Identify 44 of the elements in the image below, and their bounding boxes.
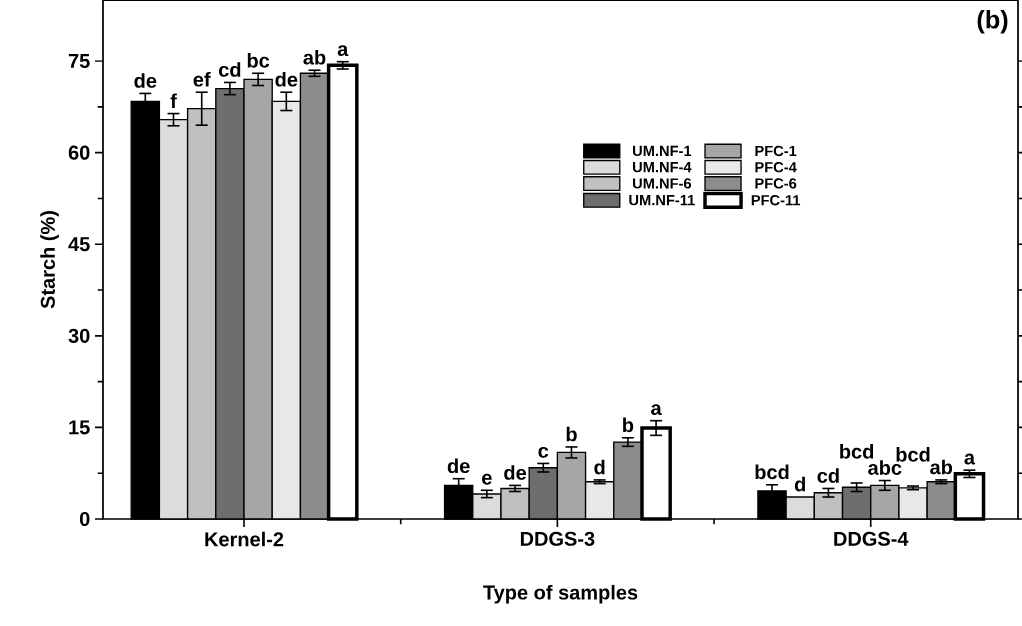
data-label: b xyxy=(566,426,577,442)
data-label: de xyxy=(134,73,157,88)
x-tick-label: DDGS-3 xyxy=(520,531,595,546)
data-label: a xyxy=(651,404,662,416)
y-tick-label: 30 xyxy=(68,328,90,343)
data-label: d xyxy=(794,476,806,492)
data-label: b xyxy=(623,417,634,433)
data-label: cd xyxy=(817,468,839,483)
data-label: a xyxy=(337,45,349,57)
y-tick-label: 15 xyxy=(69,420,90,435)
data-label: ef xyxy=(193,71,211,87)
y-tick-label: 60 xyxy=(68,145,90,160)
legend-label: UM.NF-4 xyxy=(633,162,692,173)
data-label: c xyxy=(538,446,549,458)
legend-label: UM.NF-6 xyxy=(633,178,692,189)
data-label: ab xyxy=(303,49,326,65)
data-label: abc xyxy=(868,460,902,475)
data-label: bc xyxy=(247,52,270,68)
y-tick-label: 75 xyxy=(68,54,90,69)
data-label: bcd xyxy=(840,444,874,459)
y-tick-label: 45 xyxy=(68,237,90,252)
data-label: de xyxy=(447,458,470,474)
legend-label: UM.NF-1 xyxy=(633,145,692,157)
legend-label: PFC-6 xyxy=(755,178,797,189)
x-tick-label: Kernel-2 xyxy=(205,531,284,547)
y-axis-title: Starch (%) xyxy=(40,211,59,309)
data-label: e xyxy=(482,473,492,485)
data-label: d xyxy=(594,459,605,475)
data-label: f xyxy=(170,93,177,108)
x-axis-title: Type of samples xyxy=(483,584,638,604)
data-label: de xyxy=(504,465,527,480)
data-label: ab xyxy=(930,459,953,475)
data-label: de xyxy=(275,71,298,87)
legend-label: UM.NF-11 xyxy=(629,195,695,206)
x-tick-label: DDGS-4 xyxy=(834,531,909,546)
y-tick-label: 0 xyxy=(79,511,90,527)
data-label: bcd xyxy=(755,464,789,480)
legend-label: PFC-4 xyxy=(755,162,797,173)
legend-label: PFC-1 xyxy=(755,145,797,157)
data-label: bcd xyxy=(896,447,930,462)
legend-label: PFC-11 xyxy=(751,195,801,206)
annotation: (b) xyxy=(977,9,1008,34)
data-label: cd xyxy=(219,62,241,77)
data-label: a xyxy=(964,453,976,465)
